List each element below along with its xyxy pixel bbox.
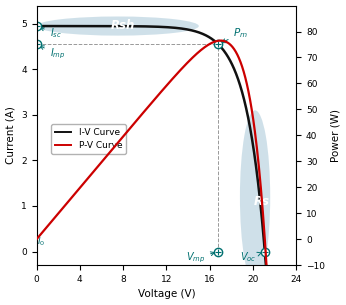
X-axis label: Voltage (V): Voltage (V) [138,289,195,300]
Ellipse shape [37,16,199,36]
Legend: I-V Curve, P-V Curve: I-V Curve, P-V Curve [52,124,126,154]
Text: $I_0$: $I_0$ [37,235,45,248]
Text: $V_{oc}$: $V_{oc}$ [240,251,262,264]
Text: $I_{sc}$: $I_{sc}$ [40,27,62,40]
Y-axis label: Current (A): Current (A) [6,106,16,164]
Text: $V_{mp}$: $V_{mp}$ [186,251,215,265]
Text: $I_{mp}$: $I_{mp}$ [40,46,65,61]
Ellipse shape [240,110,270,283]
Text: Rsh: Rsh [111,19,135,32]
Text: Rs: Rs [254,195,270,208]
Y-axis label: Power (W): Power (W) [330,109,340,162]
Text: $P_m$: $P_m$ [222,27,248,43]
